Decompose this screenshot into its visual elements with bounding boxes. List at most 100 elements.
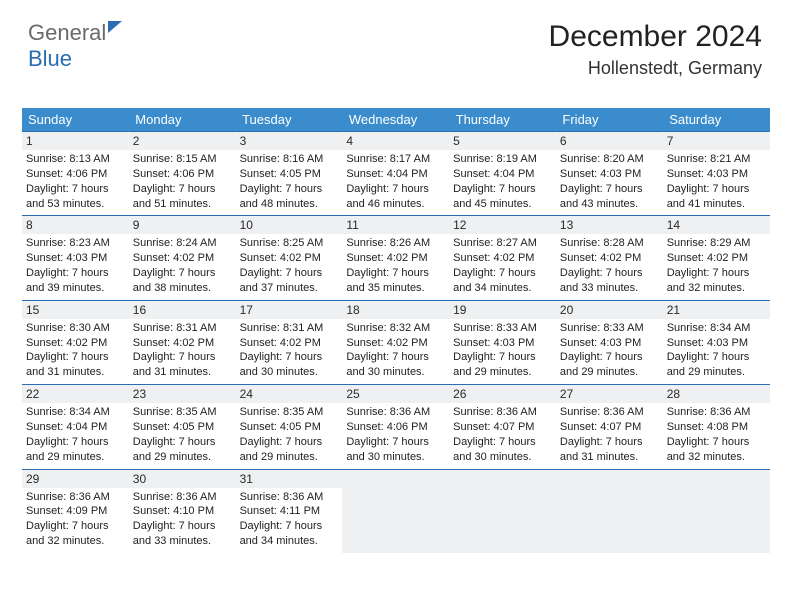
- weekday-header-row: Sunday Monday Tuesday Wednesday Thursday…: [22, 108, 770, 132]
- sunset-text: Sunset: 4:03 PM: [560, 336, 659, 351]
- daylight-text: Daylight: 7 hours and 32 minutes.: [667, 435, 766, 465]
- daylight-text: Daylight: 7 hours and 45 minutes.: [453, 182, 552, 212]
- day-body-cell: Sunrise: 8:29 AMSunset: 4:02 PMDaylight:…: [663, 234, 770, 300]
- sunset-text: Sunset: 4:02 PM: [560, 251, 659, 266]
- sunrise-text: Sunrise: 8:31 AM: [133, 321, 232, 336]
- day-number-cell: 23: [129, 385, 236, 404]
- day-number-cell: 31: [236, 469, 343, 488]
- day-body-cell: Sunrise: 8:33 AMSunset: 4:03 PMDaylight:…: [449, 319, 556, 385]
- sunrise-text: Sunrise: 8:19 AM: [453, 152, 552, 167]
- sunrise-text: Sunrise: 8:28 AM: [560, 236, 659, 251]
- day-body-row: Sunrise: 8:23 AMSunset: 4:03 PMDaylight:…: [22, 234, 770, 300]
- sunrise-text: Sunrise: 8:25 AM: [240, 236, 339, 251]
- sunrise-text: Sunrise: 8:36 AM: [346, 405, 445, 420]
- location-subtitle: Hollenstedt, Germany: [549, 58, 762, 79]
- day-body-cell: Sunrise: 8:36 AMSunset: 4:09 PMDaylight:…: [22, 488, 129, 553]
- day-number-cell: 5: [449, 132, 556, 151]
- sunset-text: Sunset: 4:04 PM: [453, 167, 552, 182]
- day-body-cell: Sunrise: 8:16 AMSunset: 4:05 PMDaylight:…: [236, 150, 343, 216]
- sunrise-text: Sunrise: 8:17 AM: [346, 152, 445, 167]
- daylight-text: Daylight: 7 hours and 53 minutes.: [26, 182, 125, 212]
- sunset-text: Sunset: 4:05 PM: [240, 167, 339, 182]
- sunset-text: Sunset: 4:11 PM: [240, 504, 339, 519]
- sunset-text: Sunset: 4:02 PM: [133, 251, 232, 266]
- day-body-row: Sunrise: 8:30 AMSunset: 4:02 PMDaylight:…: [22, 319, 770, 385]
- day-number-cell: 3: [236, 132, 343, 151]
- daylight-text: Daylight: 7 hours and 41 minutes.: [667, 182, 766, 212]
- day-body-cell: [449, 488, 556, 553]
- day-number-cell: 24: [236, 385, 343, 404]
- daylight-text: Daylight: 7 hours and 34 minutes.: [240, 519, 339, 549]
- logo-text-general: General: [28, 20, 106, 45]
- sunrise-text: Sunrise: 8:36 AM: [26, 490, 125, 505]
- day-body-cell: Sunrise: 8:36 AMSunset: 4:07 PMDaylight:…: [449, 403, 556, 469]
- daylight-text: Daylight: 7 hours and 29 minutes.: [26, 435, 125, 465]
- sunset-text: Sunset: 4:09 PM: [26, 504, 125, 519]
- day-number-cell: 29: [22, 469, 129, 488]
- day-number-row: 15161718192021: [22, 300, 770, 319]
- daylight-text: Daylight: 7 hours and 32 minutes.: [26, 519, 125, 549]
- sunrise-text: Sunrise: 8:15 AM: [133, 152, 232, 167]
- day-number-cell: 15: [22, 300, 129, 319]
- daylight-text: Daylight: 7 hours and 29 minutes.: [453, 350, 552, 380]
- sunrise-text: Sunrise: 8:35 AM: [133, 405, 232, 420]
- day-number-cell: 12: [449, 216, 556, 235]
- sunset-text: Sunset: 4:06 PM: [26, 167, 125, 182]
- day-number-cell: 22: [22, 385, 129, 404]
- day-body-cell: Sunrise: 8:33 AMSunset: 4:03 PMDaylight:…: [556, 319, 663, 385]
- day-body-cell: Sunrise: 8:19 AMSunset: 4:04 PMDaylight:…: [449, 150, 556, 216]
- logo-text-blue: Blue: [28, 46, 72, 71]
- sunset-text: Sunset: 4:03 PM: [560, 167, 659, 182]
- day-number-cell: 6: [556, 132, 663, 151]
- sunset-text: Sunset: 4:02 PM: [346, 336, 445, 351]
- sunrise-text: Sunrise: 8:34 AM: [667, 321, 766, 336]
- daylight-text: Daylight: 7 hours and 46 minutes.: [346, 182, 445, 212]
- daylight-text: Daylight: 7 hours and 30 minutes.: [240, 350, 339, 380]
- day-body-row: Sunrise: 8:36 AMSunset: 4:09 PMDaylight:…: [22, 488, 770, 553]
- daylight-text: Daylight: 7 hours and 39 minutes.: [26, 266, 125, 296]
- sunset-text: Sunset: 4:03 PM: [26, 251, 125, 266]
- day-number-cell: 17: [236, 300, 343, 319]
- sunset-text: Sunset: 4:02 PM: [453, 251, 552, 266]
- sunset-text: Sunset: 4:03 PM: [453, 336, 552, 351]
- col-saturday: Saturday: [663, 108, 770, 132]
- day-body-cell: Sunrise: 8:36 AMSunset: 4:06 PMDaylight:…: [342, 403, 449, 469]
- col-monday: Monday: [129, 108, 236, 132]
- sunrise-text: Sunrise: 8:36 AM: [240, 490, 339, 505]
- day-body-cell: [342, 488, 449, 553]
- day-number-cell: 27: [556, 385, 663, 404]
- col-wednesday: Wednesday: [342, 108, 449, 132]
- sunset-text: Sunset: 4:02 PM: [240, 336, 339, 351]
- sunrise-text: Sunrise: 8:36 AM: [453, 405, 552, 420]
- daylight-text: Daylight: 7 hours and 31 minutes.: [26, 350, 125, 380]
- daylight-text: Daylight: 7 hours and 29 minutes.: [133, 435, 232, 465]
- daylight-text: Daylight: 7 hours and 31 minutes.: [133, 350, 232, 380]
- day-body-cell: Sunrise: 8:36 AMSunset: 4:07 PMDaylight:…: [556, 403, 663, 469]
- day-number-row: 891011121314: [22, 216, 770, 235]
- sunrise-text: Sunrise: 8:36 AM: [667, 405, 766, 420]
- day-body-cell: Sunrise: 8:13 AMSunset: 4:06 PMDaylight:…: [22, 150, 129, 216]
- day-body-cell: Sunrise: 8:34 AMSunset: 4:04 PMDaylight:…: [22, 403, 129, 469]
- day-number-cell: [342, 469, 449, 488]
- day-body-cell: Sunrise: 8:35 AMSunset: 4:05 PMDaylight:…: [129, 403, 236, 469]
- daylight-text: Daylight: 7 hours and 43 minutes.: [560, 182, 659, 212]
- sunrise-text: Sunrise: 8:36 AM: [560, 405, 659, 420]
- day-body-cell: Sunrise: 8:36 AMSunset: 4:08 PMDaylight:…: [663, 403, 770, 469]
- col-friday: Friday: [556, 108, 663, 132]
- sunset-text: Sunset: 4:04 PM: [346, 167, 445, 182]
- day-body-cell: Sunrise: 8:21 AMSunset: 4:03 PMDaylight:…: [663, 150, 770, 216]
- day-number-cell: 19: [449, 300, 556, 319]
- day-body-cell: Sunrise: 8:31 AMSunset: 4:02 PMDaylight:…: [129, 319, 236, 385]
- day-body-cell: Sunrise: 8:15 AMSunset: 4:06 PMDaylight:…: [129, 150, 236, 216]
- day-body-cell: Sunrise: 8:20 AMSunset: 4:03 PMDaylight:…: [556, 150, 663, 216]
- sunrise-text: Sunrise: 8:32 AM: [346, 321, 445, 336]
- sunset-text: Sunset: 4:02 PM: [133, 336, 232, 351]
- sunset-text: Sunset: 4:06 PM: [133, 167, 232, 182]
- day-number-row: 1234567: [22, 132, 770, 151]
- daylight-text: Daylight: 7 hours and 29 minutes.: [560, 350, 659, 380]
- sunrise-text: Sunrise: 8:33 AM: [560, 321, 659, 336]
- sunrise-text: Sunrise: 8:33 AM: [453, 321, 552, 336]
- sunrise-text: Sunrise: 8:20 AM: [560, 152, 659, 167]
- day-number-cell: [556, 469, 663, 488]
- triangle-icon: [108, 21, 122, 33]
